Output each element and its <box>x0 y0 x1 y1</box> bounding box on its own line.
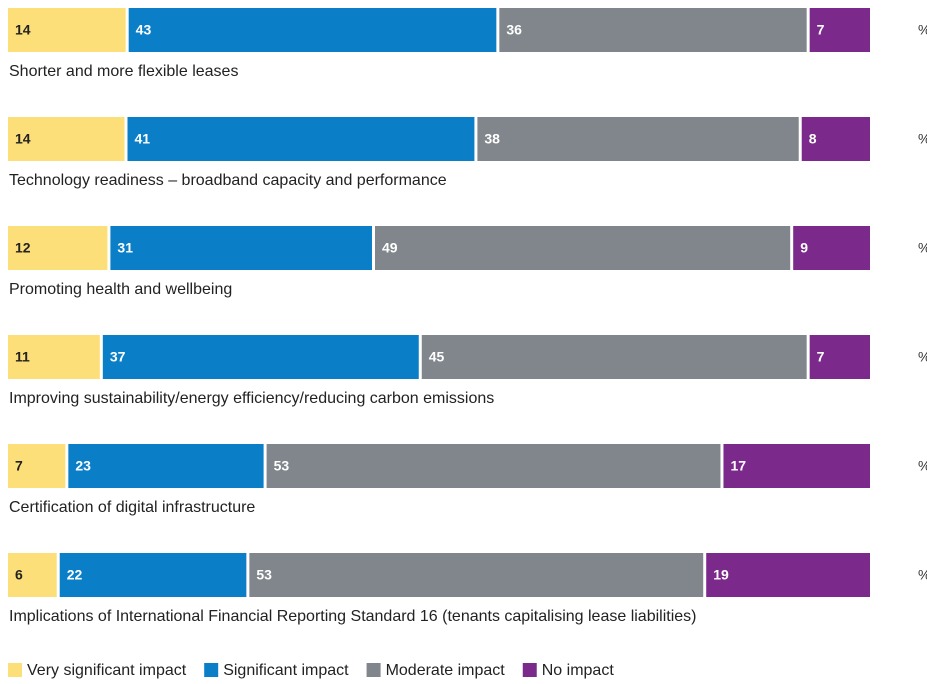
bar-segment <box>801 117 870 161</box>
bar-segment <box>374 226 791 270</box>
unit-label: % <box>918 131 927 147</box>
bar-segment <box>68 444 264 488</box>
value-label: 43 <box>136 22 152 38</box>
category-label: Technology readiness – broadband capacit… <box>9 172 447 189</box>
bar-segment <box>793 226 870 270</box>
bar-segment <box>128 8 497 52</box>
unit-label: % <box>918 240 927 256</box>
value-label: 49 <box>382 240 398 256</box>
legend-label: Moderate impact <box>386 662 506 679</box>
value-label: 53 <box>256 567 272 583</box>
bar-segment <box>8 553 57 597</box>
value-label: 31 <box>117 240 133 256</box>
category-label: Implications of International Financial … <box>9 608 697 625</box>
value-label: 8 <box>809 131 817 147</box>
category-label: Shorter and more flexible leases <box>9 63 238 80</box>
value-label: 7 <box>15 458 23 474</box>
value-label: 11 <box>15 349 30 365</box>
legend-label: Significant impact <box>223 662 349 679</box>
value-label: 38 <box>484 131 500 147</box>
category-label: Improving sustainability/energy efficien… <box>9 390 494 407</box>
bar-segment <box>8 335 100 379</box>
value-label: 19 <box>713 567 729 583</box>
value-label: 7 <box>817 22 825 38</box>
value-label: 14 <box>15 131 31 147</box>
bar-segment <box>706 553 870 597</box>
bar-segment <box>8 226 108 270</box>
bar-segment <box>477 117 799 161</box>
bar-segment <box>8 8 126 52</box>
legend-swatch <box>366 663 381 677</box>
bar-segment <box>8 117 125 161</box>
bar-segment <box>499 8 807 52</box>
bar-segment <box>8 444 66 488</box>
value-label: 36 <box>506 22 522 38</box>
value-label: 9 <box>800 240 808 256</box>
bar-segment <box>59 553 247 597</box>
unit-label: % <box>918 22 927 38</box>
bar-segment <box>266 444 721 488</box>
value-label: 17 <box>730 458 746 474</box>
category-label: Certification of digital infrastructure <box>9 499 255 516</box>
legend-swatch <box>8 663 22 677</box>
bar-segment <box>127 117 475 161</box>
bar-segment <box>809 335 870 379</box>
value-label: 37 <box>110 349 126 365</box>
value-label: 22 <box>67 567 83 583</box>
value-label: 41 <box>134 131 150 147</box>
value-label: 45 <box>429 349 445 365</box>
unit-label: % <box>918 458 927 474</box>
legend-label: Very significant impact <box>27 662 187 679</box>
bar-segment <box>249 553 704 597</box>
legend-swatch <box>522 663 537 677</box>
value-label: 14 <box>15 22 31 38</box>
unit-label: % <box>918 567 927 583</box>
legend-label: No impact <box>542 662 615 679</box>
bar-segment <box>723 444 870 488</box>
bar-segment <box>110 226 372 270</box>
value-label: 12 <box>15 240 31 256</box>
bar-segment <box>421 335 807 379</box>
legend-swatch <box>204 663 219 677</box>
value-label: 23 <box>75 458 91 474</box>
value-label: 7 <box>817 349 825 365</box>
value-label: 53 <box>274 458 290 474</box>
value-label: 6 <box>15 567 23 583</box>
category-label: Promoting health and wellbeing <box>9 281 232 298</box>
unit-label: % <box>918 349 927 365</box>
bar-segment <box>809 8 870 52</box>
bar-segment <box>102 335 419 379</box>
